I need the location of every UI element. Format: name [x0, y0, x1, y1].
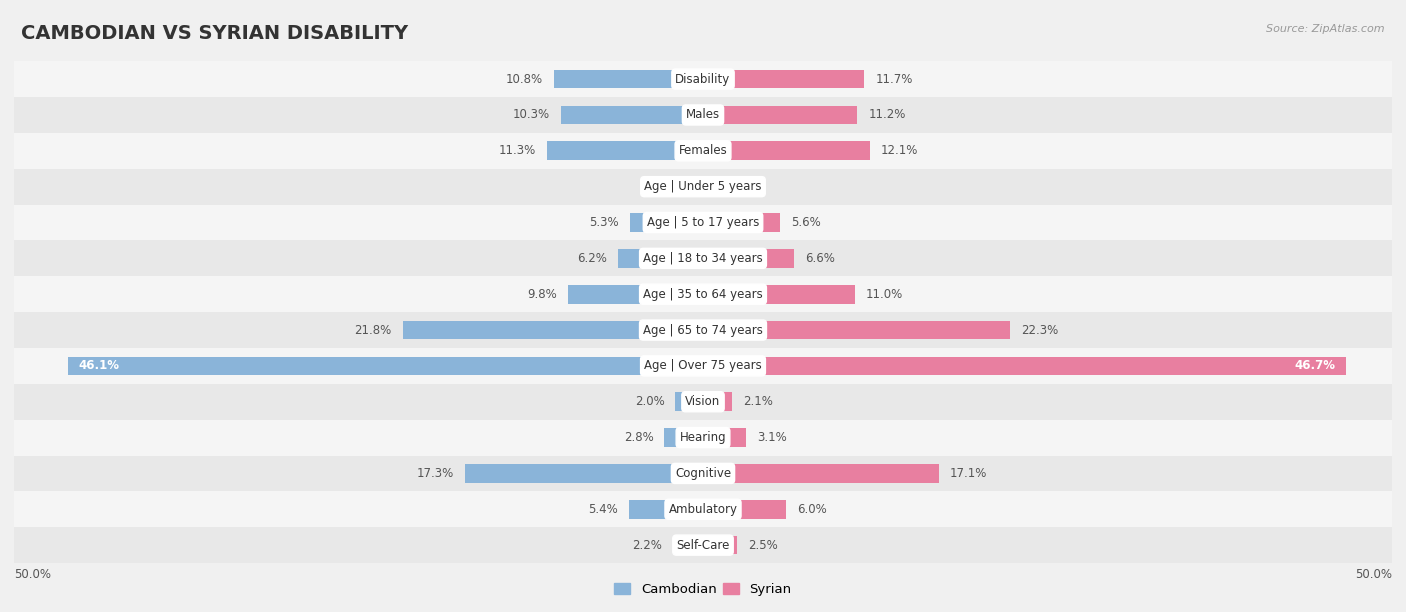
Bar: [14, 312, 1392, 348]
Bar: [703, 357, 1347, 375]
Text: 10.3%: 10.3%: [513, 108, 550, 121]
Text: Age | 18 to 34 years: Age | 18 to 34 years: [643, 252, 763, 265]
Text: 2.1%: 2.1%: [742, 395, 773, 408]
Text: CAMBODIAN VS SYRIAN DISABILITY: CAMBODIAN VS SYRIAN DISABILITY: [21, 24, 408, 43]
Text: 2.5%: 2.5%: [748, 539, 778, 551]
Text: Self-Care: Self-Care: [676, 539, 730, 551]
Bar: [14, 348, 1392, 384]
Bar: [14, 133, 1392, 169]
Text: 1.2%: 1.2%: [645, 180, 675, 193]
Bar: [14, 276, 1392, 312]
Text: Hearing: Hearing: [679, 431, 727, 444]
Bar: [703, 392, 733, 411]
Bar: [703, 285, 855, 304]
Text: 17.1%: 17.1%: [949, 467, 987, 480]
Text: Age | 65 to 74 years: Age | 65 to 74 years: [643, 324, 763, 337]
Bar: [665, 428, 703, 447]
Bar: [628, 500, 703, 518]
Bar: [402, 321, 703, 340]
Text: 5.6%: 5.6%: [792, 216, 821, 229]
Bar: [703, 106, 858, 124]
Text: Age | Over 75 years: Age | Over 75 years: [644, 359, 762, 372]
Bar: [703, 464, 939, 483]
Text: Age | 5 to 17 years: Age | 5 to 17 years: [647, 216, 759, 229]
Bar: [554, 70, 703, 89]
Text: 6.0%: 6.0%: [797, 503, 827, 516]
Bar: [14, 204, 1392, 241]
Bar: [630, 213, 703, 232]
Text: 11.2%: 11.2%: [869, 108, 905, 121]
Text: 1.3%: 1.3%: [733, 180, 762, 193]
Text: 2.8%: 2.8%: [624, 431, 654, 444]
Bar: [703, 500, 786, 518]
Text: 10.8%: 10.8%: [506, 73, 543, 86]
Text: 9.8%: 9.8%: [527, 288, 557, 300]
Text: 46.7%: 46.7%: [1295, 359, 1336, 372]
Bar: [14, 527, 1392, 563]
Bar: [703, 141, 870, 160]
Text: Source: ZipAtlas.com: Source: ZipAtlas.com: [1267, 24, 1385, 34]
Text: Females: Females: [679, 144, 727, 157]
Bar: [703, 321, 1011, 340]
Text: Disability: Disability: [675, 73, 731, 86]
Text: 21.8%: 21.8%: [354, 324, 392, 337]
Text: 2.0%: 2.0%: [634, 395, 665, 408]
Text: 50.0%: 50.0%: [1355, 569, 1392, 581]
Bar: [14, 491, 1392, 527]
Text: Vision: Vision: [685, 395, 721, 408]
Bar: [703, 213, 780, 232]
Text: Age | 35 to 64 years: Age | 35 to 64 years: [643, 288, 763, 300]
Bar: [14, 384, 1392, 420]
Text: 5.4%: 5.4%: [588, 503, 617, 516]
Bar: [547, 141, 703, 160]
Bar: [14, 241, 1392, 276]
Text: 46.1%: 46.1%: [79, 359, 120, 372]
Bar: [14, 169, 1392, 204]
Bar: [14, 420, 1392, 455]
Bar: [14, 455, 1392, 491]
Bar: [703, 177, 721, 196]
Text: 3.1%: 3.1%: [756, 431, 786, 444]
Bar: [464, 464, 703, 483]
Text: 11.0%: 11.0%: [866, 288, 903, 300]
Text: 17.3%: 17.3%: [416, 467, 454, 480]
Text: 6.2%: 6.2%: [576, 252, 606, 265]
Bar: [703, 249, 794, 267]
Bar: [675, 392, 703, 411]
Bar: [568, 285, 703, 304]
Bar: [672, 536, 703, 554]
Bar: [703, 428, 745, 447]
Text: 12.1%: 12.1%: [880, 144, 918, 157]
Bar: [561, 106, 703, 124]
Text: 2.2%: 2.2%: [631, 539, 662, 551]
Text: Age | Under 5 years: Age | Under 5 years: [644, 180, 762, 193]
Legend: Cambodian, Syrian: Cambodian, Syrian: [609, 578, 797, 602]
Text: 5.3%: 5.3%: [589, 216, 619, 229]
Bar: [14, 61, 1392, 97]
Bar: [703, 70, 865, 89]
Bar: [686, 177, 703, 196]
Text: 50.0%: 50.0%: [14, 569, 51, 581]
Text: 22.3%: 22.3%: [1021, 324, 1059, 337]
Text: Males: Males: [686, 108, 720, 121]
Text: 11.3%: 11.3%: [499, 144, 536, 157]
Bar: [617, 249, 703, 267]
Bar: [14, 97, 1392, 133]
Bar: [67, 357, 703, 375]
Text: Cognitive: Cognitive: [675, 467, 731, 480]
Text: 6.6%: 6.6%: [806, 252, 835, 265]
Text: 11.7%: 11.7%: [875, 73, 912, 86]
Bar: [703, 536, 738, 554]
Text: Ambulatory: Ambulatory: [668, 503, 738, 516]
